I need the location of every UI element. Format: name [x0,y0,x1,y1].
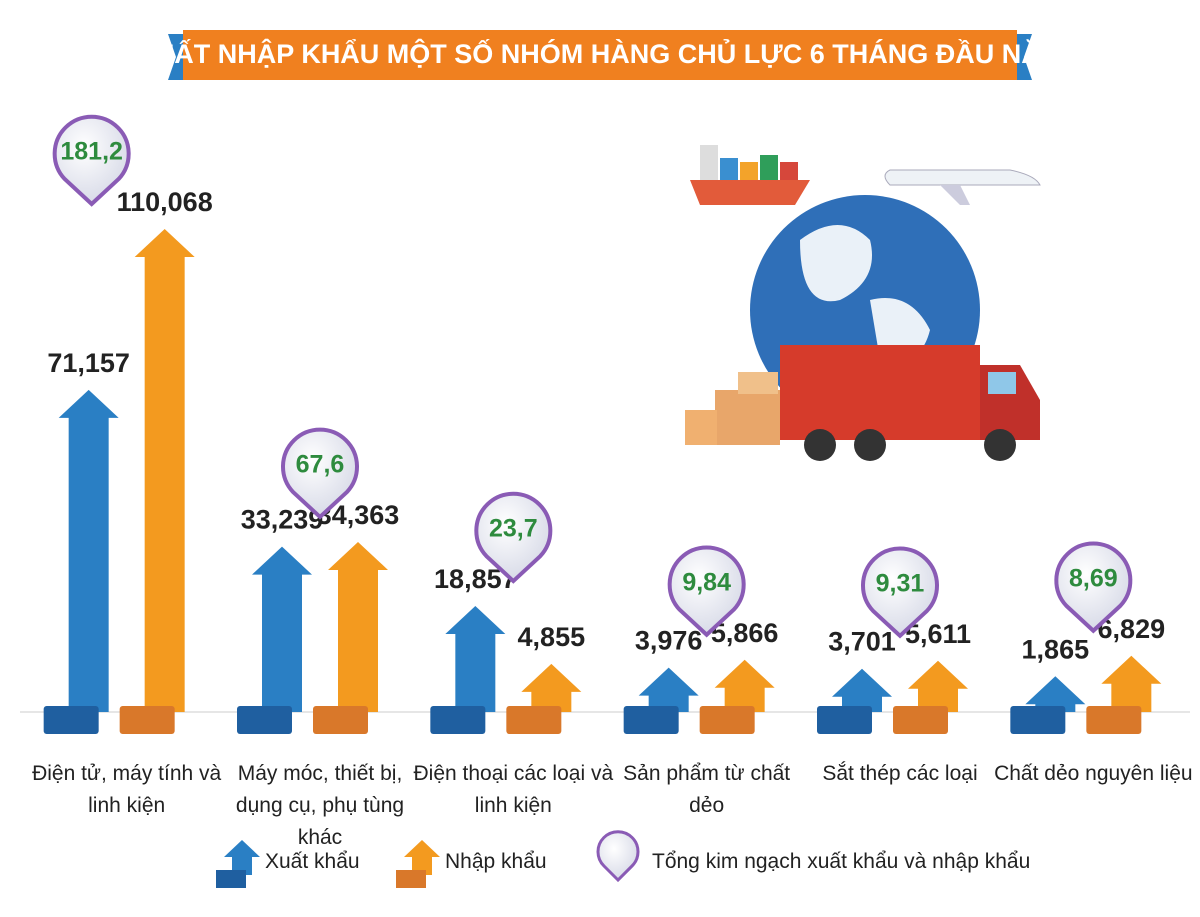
arrow-base [1010,706,1066,734]
total-pin [1054,541,1133,634]
arrow-bar [521,663,582,712]
arrow-bar [252,546,312,712]
arrow-base [313,706,368,734]
legend-base [396,870,426,888]
category-label: Sản phẩm từ chất dẻo [623,762,791,817]
value-label: 5,611 [905,619,971,649]
arrow-base [1086,706,1142,734]
arrow-base [237,706,292,734]
category-label: Sắt thép các loại [822,762,978,785]
total-pin [667,545,746,638]
legend-label: Tổng kim ngạch xuất khẩu và nhập khẩu [652,850,1031,873]
total-pin [474,491,553,584]
value-label: 4,855 [518,622,586,652]
banner [183,30,1017,80]
value-label: 3,976 [635,626,703,656]
legend-label: Nhập khẩu [445,850,547,873]
arrow-bar [134,229,195,712]
total-label: 9,31 [876,569,925,597]
arrow-bar [638,667,699,712]
legend-label: Xuất khẩu [265,850,360,873]
arrow-base [506,706,562,734]
legend-base [216,870,246,888]
value-label: 1,865 [1022,634,1090,664]
arrow-bar [832,668,892,712]
total-pin [281,427,359,520]
category-label: Điện thoại các loại và linh kiện [413,762,614,817]
total-pin [52,114,131,207]
arrow-base [430,706,486,734]
total-label: 23,7 [489,515,538,543]
legend-arrow [224,840,260,875]
legend-arrow [404,840,440,875]
chart-title: XUẤT NHẬP KHẨU MỘT SỐ NHÓM HÀNG CHỦ LỰC … [137,37,1063,69]
arrow-bar [714,659,775,712]
arrow-base [893,706,948,734]
banner-flag [168,34,185,80]
arrow-bar [1025,676,1086,712]
value-label: 110,068 [117,187,213,217]
total-pin [861,546,939,639]
arrow-bar [58,389,119,712]
arrow-bar [445,606,506,712]
total-label: 67,6 [296,451,345,479]
category-label: Điện tử, máy tính và linh kiện [32,762,222,817]
arrow-base [699,706,755,734]
value-label: 3,701 [828,627,896,657]
legend-pin [596,830,640,883]
category-label: Chất dẻo nguyên liệu [994,762,1193,785]
total-label: 181,2 [60,138,123,166]
arrow-bar [908,660,968,712]
arrow-bar [328,541,388,712]
arrow-base [43,706,99,734]
arrow-bar [1101,655,1162,712]
total-label: 8,69 [1069,564,1118,592]
arrow-base [119,706,175,734]
total-label: 9,84 [682,568,731,596]
banner-flag [1015,34,1032,80]
illustration [685,145,1041,461]
arrow-base [623,706,679,734]
value-label: 71,157 [47,348,130,378]
arrow-base [817,706,872,734]
category-label: Máy móc, thiết bị, dụng cụ, phụ tùng khá… [235,762,405,849]
